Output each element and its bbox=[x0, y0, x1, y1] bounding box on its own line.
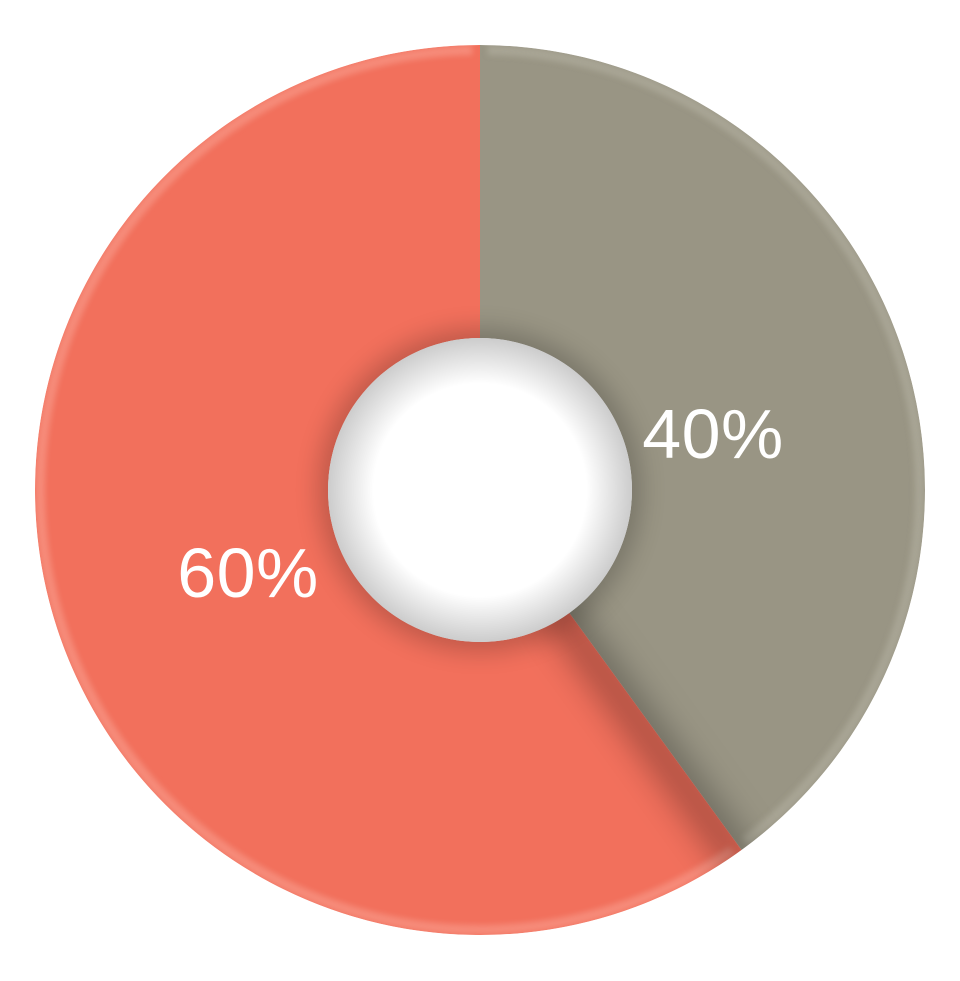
donut-slice-label-1: 60% bbox=[177, 533, 319, 613]
donut-slice-label-0: 40% bbox=[642, 394, 784, 474]
donut-chart bbox=[0, 0, 960, 981]
donut-chart-container: 40% 60% bbox=[0, 0, 960, 981]
